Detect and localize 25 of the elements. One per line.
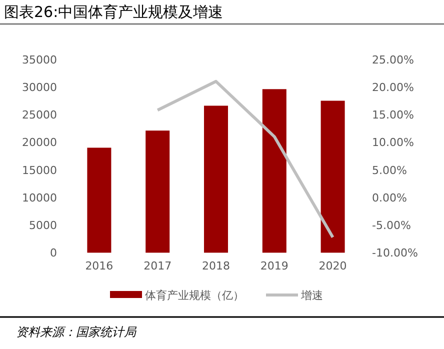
y-tick-label: 35000 — [22, 53, 57, 66]
y2-tick-label: -10.00% — [372, 246, 418, 260]
text: 资料来源：国家统计局 — [16, 325, 137, 339]
x-tick-label: 2018 — [202, 260, 230, 273]
y2-tick-label: 0.00% — [372, 191, 407, 204]
y-tick-label: 20000 — [22, 136, 57, 150]
y-tick-label: 10000 — [22, 191, 57, 204]
y-tick-label: 0 — [50, 246, 57, 260]
legend-label: 体育产业规模（亿） — [145, 289, 244, 302]
y-tick-label: 25000 — [22, 108, 57, 122]
y-tick-label: 15000 — [22, 164, 57, 177]
title: 图表26:中国体育产业规模及增速 — [4, 3, 224, 21]
y-tick-label: 5000 — [29, 219, 57, 232]
x-tick-label: 2016 — [85, 260, 114, 273]
legend-label: 增速 — [300, 289, 323, 302]
y2-tick-label: 10.00% — [372, 136, 414, 150]
y2-tick-label: 15.00% — [372, 108, 414, 122]
y2-tick-label: -5.00% — [372, 219, 411, 232]
x-tick-label: 2019 — [260, 260, 288, 273]
y2-tick-label: 20.00% — [372, 80, 414, 94]
y2-tick-label: 25.00% — [372, 53, 414, 66]
x-tick-label: 2017 — [144, 260, 172, 273]
y-tick-label: 30000 — [22, 80, 57, 94]
x-tick-label: 2020 — [318, 260, 347, 273]
y2-tick-label: 5.00% — [372, 164, 407, 177]
